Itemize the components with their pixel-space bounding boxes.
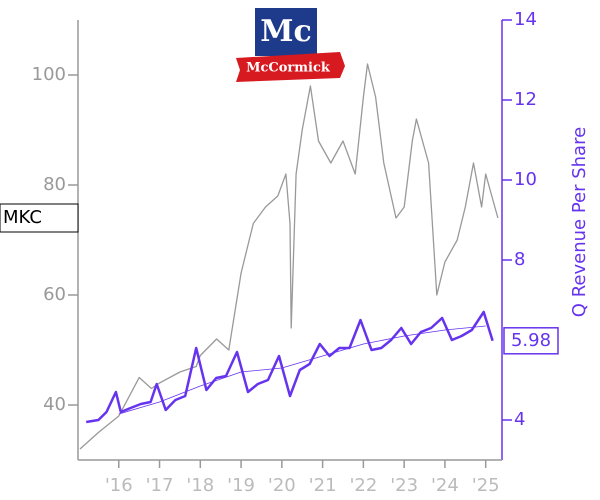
logo-text: McCormick xyxy=(246,61,331,76)
x-tick-label: '23 xyxy=(390,475,418,496)
y2-tick-label: 4 xyxy=(514,409,525,430)
x-tick-label: '16 xyxy=(105,475,133,496)
y2-tick-label: 10 xyxy=(514,169,537,190)
y2-tick-label: 8 xyxy=(514,249,525,270)
series-line xyxy=(85,310,494,424)
series-label: MKC xyxy=(3,207,42,228)
y-tick-label: 80 xyxy=(43,174,66,195)
x-tick-label: '20 xyxy=(268,475,296,496)
y2-tick-label: 12 xyxy=(514,89,537,110)
y2-tick-label: 14 xyxy=(514,9,537,30)
series-label-box xyxy=(0,203,79,233)
x-tick-label: '24 xyxy=(431,475,459,496)
svg-text:Mc: Mc xyxy=(260,14,311,49)
x-tick-label: '22 xyxy=(349,475,377,496)
x-tick-label: '17 xyxy=(146,475,174,496)
y2-axis-label: Q Revenue Per Share xyxy=(569,127,590,317)
value-label-box xyxy=(503,327,559,355)
y-tick-label: 100 xyxy=(32,64,66,85)
series-line xyxy=(118,325,486,415)
logo: Mc McCormick xyxy=(236,8,345,82)
value-label: 5.98 xyxy=(511,330,551,351)
x-tick-label: '21 xyxy=(309,475,337,496)
y-tick-label: 60 xyxy=(43,284,66,305)
y-tick-label: 40 xyxy=(43,394,66,415)
x-tick-label: '18 xyxy=(186,475,214,496)
x-tick-label: '19 xyxy=(227,475,255,496)
series-line xyxy=(79,63,499,450)
x-tick-label: '25 xyxy=(472,475,500,496)
